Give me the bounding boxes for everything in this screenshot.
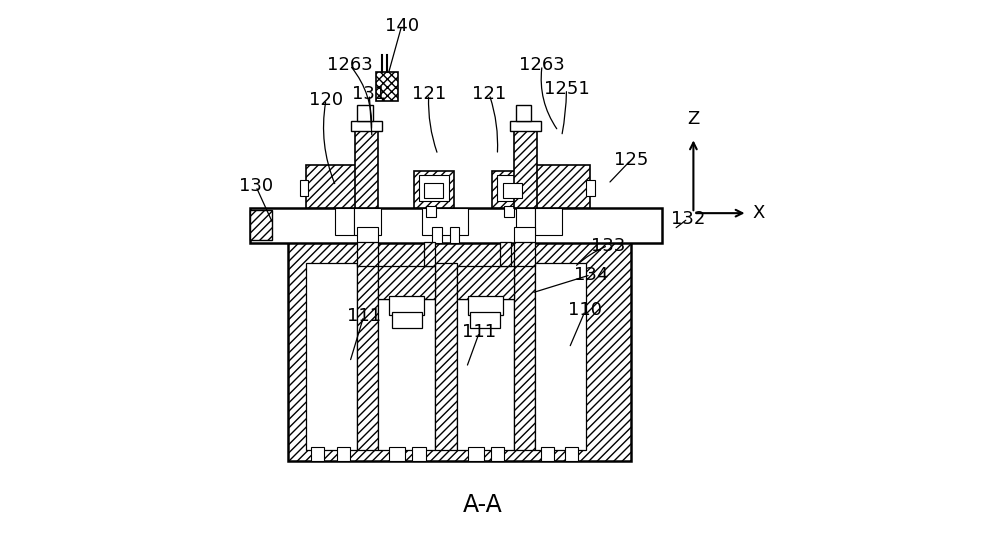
Bar	[424, 242, 435, 266]
Bar	[357, 263, 378, 450]
Bar	[514, 242, 535, 266]
Bar	[532, 165, 590, 208]
Bar	[516, 105, 531, 121]
Text: 132: 132	[671, 210, 705, 228]
Bar	[414, 171, 454, 208]
Bar	[497, 175, 527, 201]
Bar	[500, 242, 511, 266]
Bar	[306, 165, 360, 208]
Bar	[565, 447, 578, 460]
Bar	[450, 226, 459, 243]
Bar	[376, 72, 398, 102]
Bar	[457, 299, 514, 450]
Bar	[337, 447, 350, 460]
Bar	[288, 242, 631, 460]
Bar	[457, 266, 514, 299]
Bar	[503, 183, 522, 198]
Bar	[504, 206, 514, 218]
Bar	[250, 208, 662, 243]
Bar	[354, 208, 381, 235]
Text: 111: 111	[347, 307, 381, 325]
Bar	[468, 447, 484, 460]
Bar	[311, 447, 324, 460]
Bar	[412, 447, 426, 460]
Bar	[351, 121, 382, 131]
Text: 131: 131	[352, 85, 386, 103]
Text: 120: 120	[309, 91, 343, 109]
Bar	[535, 208, 562, 235]
Text: 133: 133	[591, 237, 625, 255]
Bar	[514, 263, 535, 450]
Bar	[516, 208, 535, 235]
Text: A-A: A-A	[463, 493, 503, 517]
Bar	[389, 447, 405, 460]
Bar	[306, 263, 357, 450]
Text: 125: 125	[614, 151, 648, 169]
Bar	[422, 208, 468, 235]
Bar	[535, 263, 586, 450]
Bar	[392, 312, 422, 328]
Text: 140: 140	[385, 17, 419, 35]
Text: 130: 130	[239, 177, 273, 195]
Bar	[355, 128, 378, 208]
Bar	[491, 447, 504, 460]
Bar	[426, 206, 436, 218]
Text: 121: 121	[412, 85, 446, 103]
Bar	[468, 296, 503, 315]
Bar	[419, 175, 449, 201]
Text: Z: Z	[687, 110, 700, 128]
Bar	[335, 208, 354, 235]
Bar	[432, 226, 442, 243]
Bar	[435, 263, 457, 450]
Bar	[250, 211, 272, 240]
Text: 110: 110	[568, 301, 602, 319]
Bar	[510, 121, 541, 131]
Bar	[424, 183, 443, 198]
Text: 1263: 1263	[327, 56, 373, 74]
Bar	[357, 226, 378, 243]
Text: X: X	[753, 204, 765, 222]
Bar	[389, 296, 424, 315]
Bar	[378, 299, 435, 450]
Bar	[586, 180, 595, 196]
Bar	[541, 447, 554, 460]
Text: 1263: 1263	[519, 56, 565, 74]
Bar	[514, 128, 537, 208]
Text: 111: 111	[462, 323, 497, 341]
Bar	[514, 226, 535, 243]
Bar	[378, 266, 435, 299]
Bar	[357, 105, 373, 121]
Bar	[300, 180, 308, 196]
Bar	[470, 312, 500, 328]
Text: 134: 134	[574, 266, 608, 284]
Text: 121: 121	[472, 85, 506, 103]
Bar	[357, 242, 378, 266]
Text: 1251: 1251	[544, 80, 589, 98]
Bar	[492, 171, 532, 208]
